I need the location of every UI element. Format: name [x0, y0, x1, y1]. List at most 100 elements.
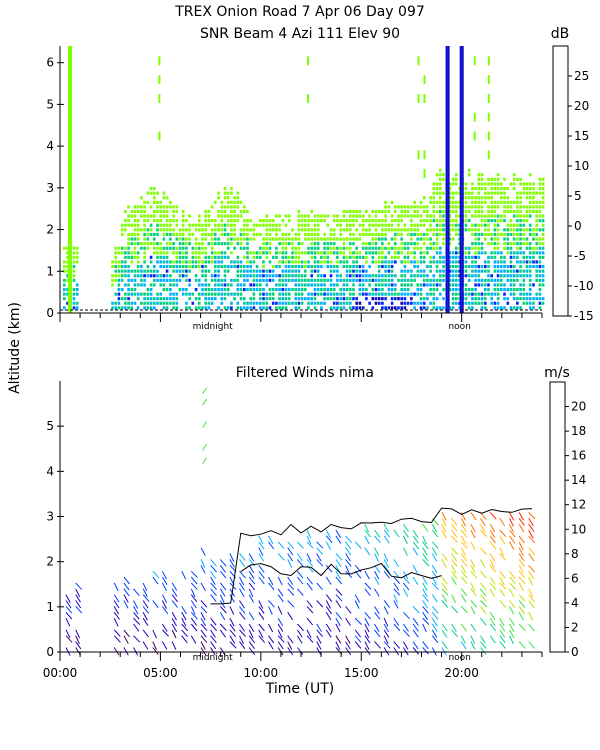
snr-cell	[146, 269, 150, 273]
snr-cell	[210, 255, 214, 259]
snr-cell	[259, 223, 262, 227]
snr-cell	[458, 269, 461, 273]
snr-cell	[451, 223, 455, 227]
snr-cell	[339, 274, 342, 278]
snr-cell	[217, 288, 220, 292]
snr-cell	[143, 223, 146, 227]
snr-cell	[63, 269, 66, 273]
snr-cell	[458, 251, 461, 255]
snr-cell	[390, 246, 394, 250]
snr-cell	[246, 269, 249, 273]
snr-cell	[429, 283, 432, 287]
wind-barb	[325, 629, 332, 638]
snr-cell	[506, 274, 510, 278]
snr-cell	[506, 200, 510, 204]
snr-cell	[172, 260, 175, 264]
wind-barb	[518, 523, 525, 533]
snr-cell	[377, 265, 381, 269]
snr-cell	[541, 283, 545, 287]
snr-cell	[439, 223, 442, 227]
wind-barb	[325, 535, 333, 544]
snr-cell	[455, 214, 458, 218]
snr-cell	[275, 283, 278, 287]
snr-cell	[387, 251, 391, 255]
wind-barb	[499, 635, 506, 644]
snr-cell	[345, 283, 349, 287]
snr-cell	[72, 306, 76, 310]
wind-barb	[210, 629, 216, 638]
wind-barb	[345, 641, 351, 650]
snr-cell	[467, 205, 471, 209]
snr-cell	[175, 232, 179, 236]
snr-cell	[532, 228, 535, 232]
snr-cell	[490, 177, 493, 181]
snr-cell	[297, 292, 301, 296]
snr-cell	[400, 205, 403, 209]
snr-cell	[136, 260, 140, 264]
snr-cell	[339, 237, 342, 241]
snr-cell	[442, 191, 445, 195]
snr-cell	[275, 288, 278, 292]
wind-barb	[364, 535, 370, 545]
snr-cell	[230, 283, 233, 287]
snr-cell	[326, 246, 330, 250]
snr-cell	[284, 269, 288, 273]
wind-y-tick-label: 4	[46, 464, 54, 478]
snr-cell	[320, 301, 323, 305]
snr-cell	[541, 200, 545, 204]
snr-cell	[493, 278, 497, 282]
snr-cell	[259, 278, 262, 282]
snr-cell	[320, 255, 323, 259]
snr-cell	[426, 214, 429, 218]
snr-cell	[124, 260, 127, 264]
snr-cell	[500, 200, 503, 204]
snr-cell	[365, 278, 368, 282]
snr-cell	[394, 205, 397, 209]
snr-cell	[451, 297, 455, 301]
snr-cell	[439, 274, 442, 278]
snr-streak	[487, 75, 490, 85]
wind-barb	[123, 600, 129, 609]
snr-cell	[75, 283, 79, 287]
snr-cell	[304, 232, 307, 236]
snr-cell	[329, 269, 333, 273]
snr-cell	[516, 232, 519, 236]
snr-cell	[217, 255, 220, 259]
snr-cell	[384, 246, 387, 250]
snr-cell	[252, 288, 256, 292]
snr-cell	[63, 265, 66, 269]
wind-barb	[65, 600, 72, 609]
snr-cell	[374, 292, 378, 296]
snr-cell	[223, 278, 227, 282]
wind-barb	[335, 594, 343, 602]
wind-barb	[248, 559, 256, 567]
snr-cell	[307, 219, 310, 223]
snr-cell	[252, 283, 256, 287]
snr-cell	[413, 274, 416, 278]
snr-cell	[512, 232, 516, 236]
snr-cell	[198, 214, 201, 218]
snr-cell	[381, 223, 384, 227]
snr-cell	[111, 283, 114, 287]
snr-cell	[172, 219, 175, 223]
snr-cell	[63, 278, 66, 282]
wind-barb	[374, 535, 381, 544]
snr-cell	[169, 228, 172, 232]
wind-barb	[277, 541, 285, 549]
wind-cb-tick-label: 4	[571, 596, 579, 610]
snr-cell	[172, 214, 175, 218]
snr-cell	[361, 274, 365, 278]
snr-cell	[519, 297, 522, 301]
snr-cell	[255, 269, 259, 273]
snr-cell	[259, 269, 262, 273]
snr-cell	[374, 260, 378, 264]
snr-cell	[519, 214, 522, 218]
snr-cell	[136, 297, 140, 301]
snr-cell	[159, 255, 162, 259]
snr-cell	[326, 292, 330, 296]
snr-cell	[313, 251, 317, 255]
snr-cell	[175, 297, 179, 301]
snr-cell	[480, 246, 484, 250]
wind-barb	[412, 565, 418, 574]
snr-cell	[165, 301, 169, 305]
